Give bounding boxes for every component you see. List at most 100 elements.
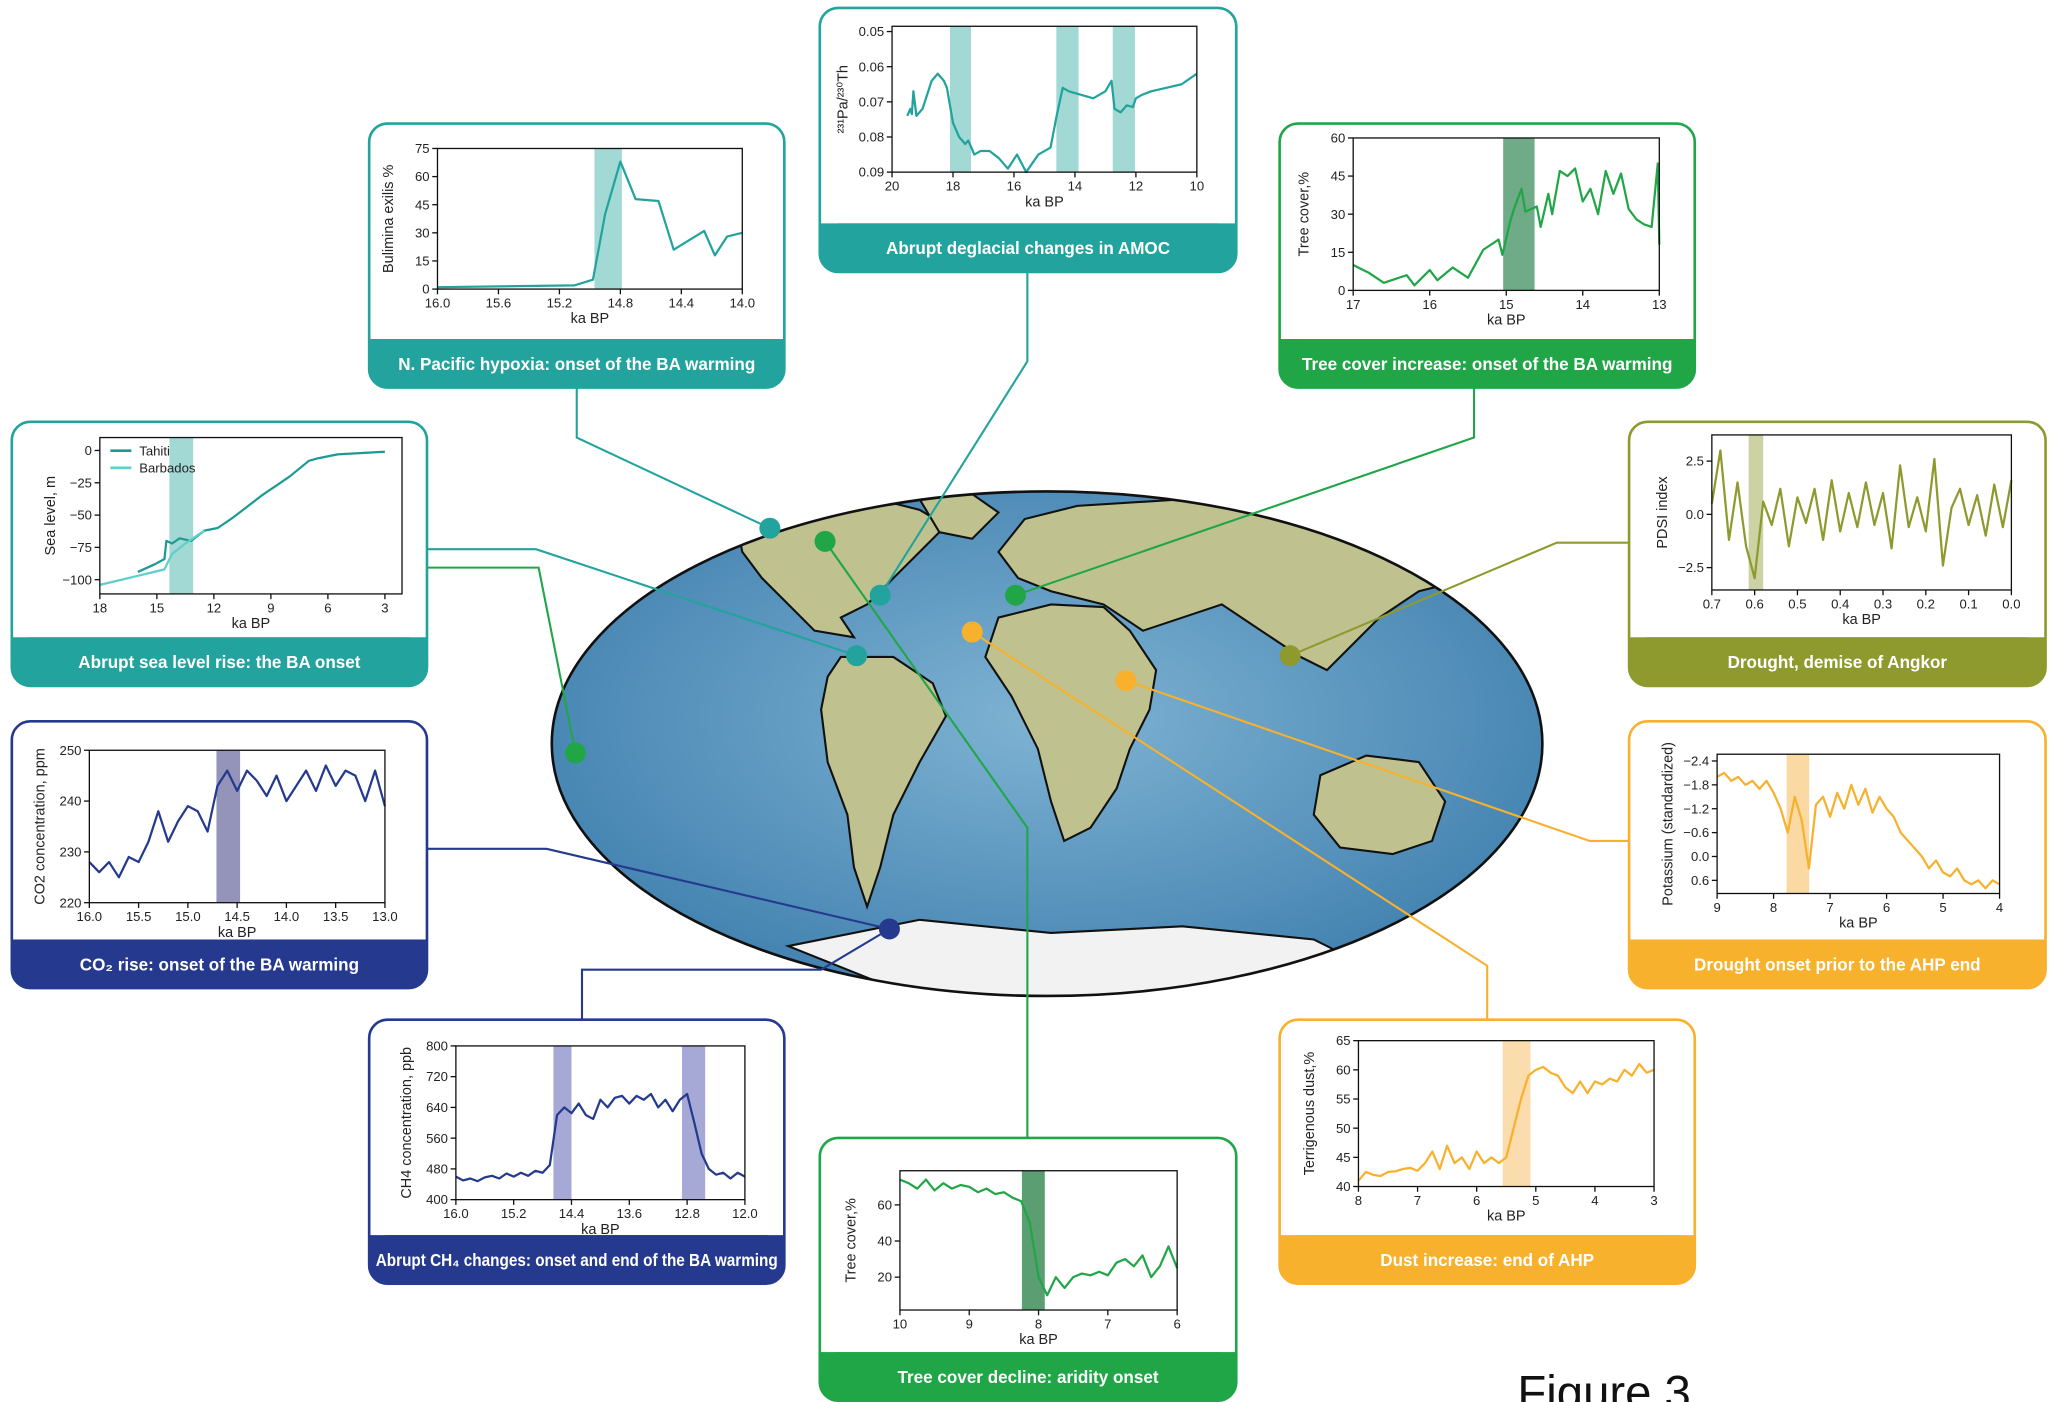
y-tick-label: 45	[415, 197, 430, 212]
x-tick-label: 4	[1996, 900, 2003, 915]
y-tick-label: 60	[1331, 131, 1346, 146]
y-tick-label: 2.5	[1686, 454, 1704, 469]
x-tick-label: 18	[93, 600, 108, 615]
x-tick-label: 16.0	[77, 909, 103, 924]
figure: Figure 3 N. Pacific hypoxia: onset of th…	[0, 0, 2060, 1402]
chart-panel: Tree cover increase: onset of the BA war…	[1280, 124, 1695, 388]
x-tick-label: 14.4	[669, 295, 695, 310]
y-tick-label: 50	[1336, 1121, 1351, 1136]
chart-panel: N. Pacific hypoxia: onset of the BA warm…	[369, 124, 784, 388]
highlight-band	[950, 26, 971, 172]
x-tick-label: 13.6	[617, 1206, 643, 1221]
y-axis-label: Tree cover,%	[843, 1198, 859, 1283]
x-tick-label: 7	[1414, 1193, 1421, 1208]
x-axis-label: ka BP	[1487, 313, 1526, 329]
highlight-band	[1503, 138, 1534, 290]
x-axis-label: ka BP	[1842, 612, 1881, 628]
x-tick-label: 18	[946, 179, 961, 194]
x-tick-label: 8	[1355, 1193, 1362, 1208]
x-tick-label: 16.0	[425, 295, 451, 310]
y-tick-label: 15	[415, 254, 430, 269]
world-map	[552, 491, 1543, 998]
x-tick-label: 10	[1190, 179, 1205, 194]
y-tick-label: 30	[415, 225, 430, 240]
y-tick-label: 0.09	[859, 165, 885, 180]
y-tick-label: 65	[1336, 1033, 1351, 1048]
y-tick-label: −2.5	[1678, 560, 1704, 575]
x-tick-label: 14	[1575, 297, 1590, 312]
x-tick-label: 0.0	[2002, 596, 2020, 611]
y-tick-label: 40	[1336, 1179, 1351, 1194]
x-tick-label: 16	[1422, 297, 1437, 312]
x-tick-label: 0.5	[1788, 596, 1806, 611]
x-tick-label: 0.7	[1703, 596, 1721, 611]
y-tick-label: 20	[877, 1270, 892, 1285]
x-axis-label: ka BP	[1839, 916, 1878, 932]
y-tick-label: 30	[1331, 207, 1346, 222]
x-tick-label: 17	[1346, 297, 1361, 312]
x-axis-label: ka BP	[581, 1222, 620, 1238]
x-tick-label: 20	[885, 179, 900, 194]
x-tick-label: 10	[893, 1316, 908, 1331]
x-tick-label: 6	[1473, 1193, 1480, 1208]
x-tick-label: 0.3	[1874, 596, 1892, 611]
y-tick-label: −0.6	[1683, 825, 1709, 840]
x-axis-label: ka BP	[232, 616, 271, 632]
page: {"figure_label":"Figure 3", "chart_data"…	[0, 0, 2060, 1402]
x-tick-label: 13.5	[323, 909, 349, 924]
x-tick-label: 14.8	[608, 295, 634, 310]
y-tick-label: 0.05	[859, 24, 885, 39]
y-tick-label: −25	[70, 475, 92, 490]
y-axis-label: PDSI index	[1655, 476, 1671, 549]
chart-title: Tree cover increase: onset of the BA war…	[1302, 355, 1672, 374]
x-tick-label: 9	[1713, 900, 1720, 915]
x-tick-label: 16.0	[443, 1206, 469, 1221]
legend-label: Barbados	[139, 460, 196, 475]
y-tick-label: 480	[426, 1162, 448, 1177]
y-tick-label: −100	[62, 572, 92, 587]
y-tick-label: 45	[1331, 169, 1346, 184]
x-tick-label: 14.0	[274, 909, 300, 924]
x-tick-label: 8	[1770, 900, 1777, 915]
x-tick-label: 3	[1650, 1193, 1657, 1208]
x-axis-label: ka BP	[218, 925, 257, 941]
x-tick-label: 14.0	[730, 295, 756, 310]
y-tick-label: 60	[415, 169, 430, 184]
x-tick-label: 12	[1129, 179, 1144, 194]
y-tick-label: −2.4	[1683, 754, 1709, 769]
y-axis-label: ²³¹Pa/²³⁰Th	[835, 65, 851, 133]
y-tick-label: 15	[1331, 245, 1346, 260]
y-tick-label: 0	[1338, 283, 1345, 298]
x-tick-label: 8	[1035, 1316, 1042, 1331]
x-tick-label: 6	[1173, 1316, 1180, 1331]
x-tick-label: 16	[1007, 179, 1022, 194]
y-tick-label: 0	[422, 282, 429, 297]
y-tick-label: 240	[60, 794, 82, 809]
x-tick-label: 12.8	[674, 1206, 700, 1221]
chart-title: Drought onset prior to the AHP end	[1694, 955, 1981, 974]
y-tick-label: 0.0	[1686, 507, 1704, 522]
y-tick-label: 640	[426, 1100, 448, 1115]
x-tick-label: 14	[1068, 179, 1083, 194]
y-tick-label: 220	[60, 895, 82, 910]
y-tick-label: 0.6	[1691, 873, 1709, 888]
highlight-band	[1113, 26, 1135, 172]
x-tick-label: 12.0	[732, 1206, 758, 1221]
y-axis-label: Sea level, m	[43, 476, 59, 555]
y-tick-label: 0.06	[859, 59, 885, 74]
y-axis-label: Bulimina exilis %	[381, 164, 397, 272]
x-tick-label: 0.2	[1917, 596, 1935, 611]
chart-panel: Tree cover decline: aridity onset1098762…	[820, 1138, 1236, 1401]
chart-title: N. Pacific hypoxia: onset of the BA warm…	[398, 355, 755, 374]
x-tick-label: 7	[1104, 1316, 1111, 1331]
y-tick-label: 40	[877, 1234, 892, 1249]
x-tick-label: 5	[1939, 900, 1946, 915]
y-tick-label: 75	[415, 141, 430, 156]
x-tick-label: 13	[1652, 297, 1667, 312]
x-tick-label: 0.1	[1959, 596, 1977, 611]
x-axis-label: ka BP	[1487, 1209, 1526, 1225]
x-tick-label: 15.0	[175, 909, 201, 924]
